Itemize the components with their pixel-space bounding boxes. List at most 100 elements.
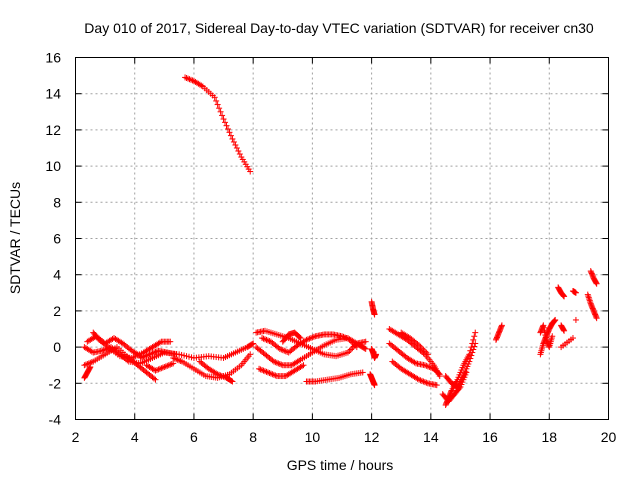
data-point	[182, 74, 189, 81]
data-point-interp	[162, 363, 169, 370]
data-point-interp	[236, 151, 243, 158]
data-point-interp	[171, 355, 178, 362]
data-point-interp	[264, 337, 271, 344]
x-tick-label: 16	[482, 429, 498, 445]
data-point-interp	[143, 352, 150, 359]
data-point-interp	[278, 346, 285, 353]
data-point-interp	[217, 108, 224, 115]
data-point	[593, 280, 600, 287]
data-point-interp	[344, 335, 351, 342]
data-point	[593, 315, 600, 322]
data-point	[561, 293, 568, 300]
data-point	[256, 365, 263, 372]
data-point-interp	[145, 351, 152, 358]
data-point	[466, 358, 473, 365]
data-point-interp	[219, 373, 226, 380]
data-point	[371, 382, 378, 389]
data-point	[214, 371, 221, 378]
data-point-interp	[84, 360, 91, 367]
data-point-interp	[152, 348, 159, 355]
data-point-interp	[296, 357, 303, 364]
data-point-interp	[420, 378, 427, 385]
data-point-interp	[270, 371, 277, 378]
data-point-interp	[155, 366, 162, 373]
data-point-interp	[343, 335, 350, 342]
data-point-interp	[304, 336, 311, 343]
data-point	[359, 369, 366, 376]
data-point	[424, 351, 431, 358]
x-tick-label: 12	[364, 429, 380, 445]
data-point-interp	[233, 145, 240, 151]
data-point-interp	[216, 105, 223, 112]
y-tick-label: 2	[53, 303, 61, 319]
data-point	[87, 364, 94, 371]
data-point	[270, 358, 277, 365]
data-point-interp	[306, 335, 313, 342]
data-point	[259, 335, 266, 342]
data-point-interp	[417, 377, 424, 384]
data-point-interp	[414, 341, 421, 348]
data-point-interp	[273, 359, 280, 366]
data-point	[247, 351, 254, 358]
data-point-interp	[299, 363, 306, 370]
data-point	[220, 116, 227, 123]
data-point-interp	[227, 132, 234, 139]
x-tick-label: 20	[601, 429, 617, 445]
data-point-interp	[198, 82, 205, 89]
data-point	[167, 338, 174, 345]
data-point-interp	[411, 359, 418, 366]
data-point-interp	[226, 129, 233, 136]
data-point-interp	[260, 335, 267, 342]
y-tick-label: -2	[49, 375, 62, 391]
data-point-interp	[469, 349, 476, 356]
data-point-interp	[424, 363, 431, 370]
x-tick-label: 2	[72, 429, 80, 445]
data-point	[229, 378, 236, 385]
data-point-interp	[263, 336, 270, 343]
data-point-interp	[276, 360, 283, 367]
data-point-interp	[213, 97, 220, 104]
data-point-interp	[296, 334, 303, 341]
data-point-interp	[421, 379, 428, 386]
data-point	[362, 338, 369, 345]
data-point	[373, 351, 380, 358]
data-point-interp	[427, 364, 434, 371]
data-point	[152, 367, 159, 374]
data-point	[250, 340, 257, 347]
data-point-interp	[417, 343, 424, 350]
y-tick-label: 4	[53, 267, 61, 283]
data-point-interp	[249, 341, 256, 348]
data-point	[463, 369, 470, 376]
data-point-interp	[347, 346, 354, 353]
data-point-interp	[281, 347, 288, 354]
data-point-interp	[341, 334, 348, 341]
data-point-interp	[186, 76, 193, 83]
data-point	[498, 322, 505, 329]
data-point-interp	[223, 122, 230, 129]
y-tick-label: 12	[45, 122, 61, 138]
data-point-interp	[467, 355, 474, 362]
data-point-interp	[470, 336, 477, 343]
data-point-interp	[471, 343, 478, 350]
data-point	[572, 289, 579, 296]
data-point-interp	[140, 353, 147, 360]
data-point	[146, 351, 153, 358]
data-point	[211, 94, 218, 101]
data-point	[339, 333, 345, 340]
data-point-interp	[426, 364, 433, 371]
x-tick-label: 6	[190, 429, 198, 445]
data-points	[81, 74, 600, 409]
data-point-interp	[85, 360, 92, 367]
data-point	[433, 382, 440, 389]
data-point-interp	[153, 367, 160, 374]
data-point-interp	[435, 370, 442, 377]
data-point	[549, 333, 556, 340]
grid	[75, 57, 609, 420]
data-point-interp	[307, 335, 314, 342]
y-tick-label: 16	[45, 50, 61, 66]
data-point	[152, 376, 159, 383]
data-point-interp	[259, 367, 266, 374]
data-point-interp	[88, 359, 95, 366]
data-point-interp	[156, 365, 163, 372]
y-tick-label: 6	[53, 231, 61, 247]
